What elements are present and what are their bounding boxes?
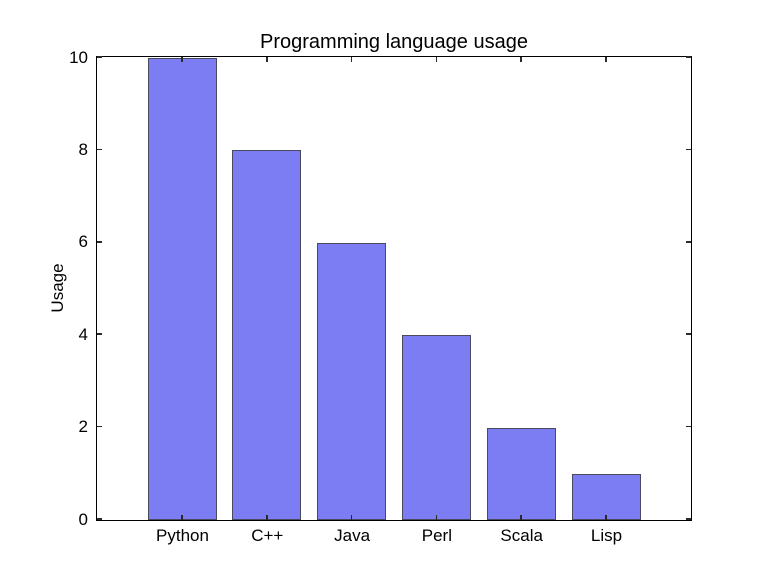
y-tick-mark — [97, 148, 102, 151]
bar — [571, 473, 641, 520]
x-tick-mark — [266, 515, 268, 520]
y-tick-mark — [97, 333, 102, 335]
x-tick-mark — [181, 515, 183, 520]
bar — [486, 427, 556, 520]
y-tick-mark — [686, 518, 691, 520]
x-tick-mark — [350, 515, 353, 520]
x-tick-mark — [266, 57, 268, 62]
x-tick-label: Scala — [500, 526, 543, 545]
chart-title: Programming language usage — [260, 31, 528, 53]
bar — [401, 335, 471, 520]
y-tick-label: 0 — [78, 509, 88, 529]
y-tick-mark — [686, 56, 691, 58]
y-tick-label: 6 — [78, 232, 88, 252]
bars-container — [97, 56, 691, 520]
x-tick-mark — [520, 57, 522, 62]
y-tick-mark — [686, 148, 691, 151]
x-tick-mark — [435, 57, 438, 62]
y-axis-label: Usage — [48, 263, 67, 313]
x-tick-mark — [181, 57, 183, 62]
x-tick-mark — [520, 515, 522, 520]
y-tick-mark — [686, 425, 691, 428]
x-tick-label: Lisp — [590, 526, 623, 545]
bar — [147, 58, 217, 520]
plot-area — [96, 56, 692, 521]
y-tick-mark — [97, 241, 102, 243]
x-tick-label: Python — [156, 526, 209, 545]
x-tick-mark — [350, 57, 353, 62]
x-tick-label: Perl — [421, 526, 452, 545]
x-tick-label: C++ — [251, 526, 284, 545]
x-tick-mark — [605, 515, 607, 520]
y-tick-mark — [686, 333, 691, 335]
y-tick-mark — [97, 518, 102, 520]
bar — [317, 242, 387, 520]
x-tick-mark — [435, 515, 438, 520]
y-tick-mark — [686, 241, 691, 243]
y-tick-mark — [97, 425, 102, 428]
y-tick-mark — [97, 56, 102, 58]
bar — [232, 150, 302, 520]
y-tick-label: 4 — [78, 324, 88, 344]
x-tick-label: Java — [334, 526, 371, 545]
y-tick-label: 2 — [78, 417, 88, 437]
x-tick-mark — [605, 57, 607, 62]
y-tick-label: 10 — [69, 47, 88, 67]
y-tick-label: 8 — [78, 139, 88, 159]
